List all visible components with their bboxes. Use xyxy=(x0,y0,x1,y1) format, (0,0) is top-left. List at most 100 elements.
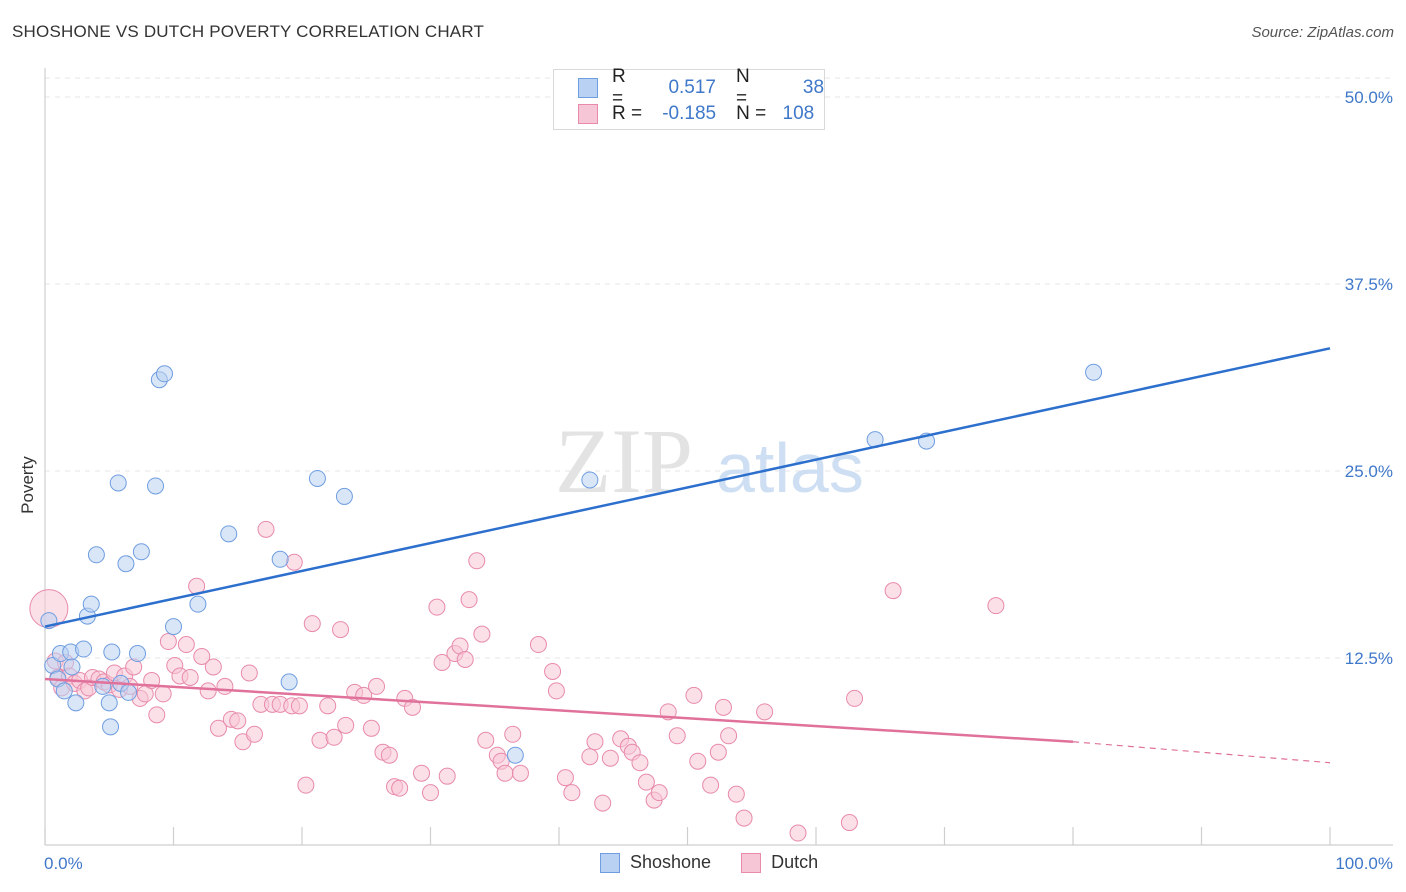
dutch-point xyxy=(290,697,308,715)
x-tick-label-min: 0.0% xyxy=(44,854,83,873)
dutch-legend-swatch xyxy=(741,852,762,873)
dutch-point xyxy=(177,636,195,654)
dutch-point xyxy=(303,615,321,633)
n-value: 38 xyxy=(802,77,825,98)
dutch-point xyxy=(594,794,612,812)
shoshone-point xyxy=(63,658,81,676)
dutch-point xyxy=(311,731,329,749)
dutch-point xyxy=(840,814,858,832)
shoshone-point xyxy=(1085,363,1103,381)
dutch-point xyxy=(789,824,807,842)
dutch-point xyxy=(199,682,217,700)
shoshone-point xyxy=(189,595,207,613)
shoshone-point xyxy=(82,595,100,613)
dutch-point xyxy=(504,725,522,743)
n-label: N = xyxy=(735,66,750,109)
dutch-point xyxy=(884,582,902,600)
source-label: Source: ZipAtlas.com xyxy=(1251,24,1394,41)
dutch-point xyxy=(413,764,431,782)
dutch-point xyxy=(668,727,686,745)
chart-title: SHOSHONE VS DUTCH POVERTY CORRELATION CH… xyxy=(12,22,485,41)
dutch-point xyxy=(473,625,491,643)
watermark: ZIP atlas xyxy=(555,410,864,512)
dutch-point xyxy=(193,648,211,666)
y-tick-label: 25.0% xyxy=(1345,462,1393,481)
dutch-point xyxy=(297,776,315,794)
stats-row-dutch: R = -0.185 N = 108 xyxy=(578,102,814,126)
dutch-point xyxy=(391,779,409,797)
dutch-point xyxy=(987,597,1005,615)
shoshone-trend-line xyxy=(44,347,1331,628)
dutch-points xyxy=(29,520,1005,842)
n-label: N = xyxy=(736,103,767,124)
shoshone-legend-swatch xyxy=(600,852,620,873)
shoshone-swatch xyxy=(578,78,598,98)
dutch-point xyxy=(702,776,720,794)
r-label: R = xyxy=(612,103,643,124)
dutch-point xyxy=(468,552,486,570)
dutch-point xyxy=(496,764,514,782)
dutch-point xyxy=(460,591,478,609)
legend-label-dutch: Dutch xyxy=(771,852,819,872)
dutch-point xyxy=(438,767,456,785)
shoshone-point xyxy=(271,550,289,568)
x-tick-label-max: 100.0% xyxy=(1335,854,1393,873)
y-tick-label: 50.0% xyxy=(1345,88,1393,107)
stats-row-shoshone: R = 0.517 N = 38 xyxy=(578,66,825,109)
dutch-point xyxy=(650,784,668,802)
dutch-point xyxy=(544,662,562,680)
y-tick-label: 12.5% xyxy=(1345,649,1393,668)
dutch-point xyxy=(362,719,380,737)
shoshone-point xyxy=(55,682,73,700)
dutch-trend-extension xyxy=(1072,741,1331,764)
trend-lines xyxy=(44,347,1331,764)
dutch-point xyxy=(581,748,599,766)
r-value: 0.517 xyxy=(668,77,716,98)
dutch-point xyxy=(209,719,227,737)
shoshone-point xyxy=(280,673,298,691)
shoshone-point xyxy=(506,746,524,764)
dutch-point xyxy=(368,677,386,695)
dutch-point xyxy=(181,668,199,686)
dutch-point xyxy=(240,664,258,682)
dutch-point xyxy=(154,685,172,703)
legend-label-shoshone: Shoshone xyxy=(630,852,712,872)
dutch-point xyxy=(586,733,604,751)
r-label: R = xyxy=(611,66,626,109)
y-tick-label: 37.5% xyxy=(1345,275,1393,294)
shoshone-point xyxy=(220,525,238,543)
dutch-point xyxy=(846,689,864,707)
bottom-legend: Shoshone Dutch xyxy=(600,852,818,873)
dutch-point xyxy=(685,686,703,704)
n-value: 108 xyxy=(782,103,815,124)
legend-item-shoshone[interactable]: Shoshone xyxy=(600,852,711,873)
shoshone-point xyxy=(75,640,93,658)
stats-legend: R = 0.517 N = 38 R = -0.185 N = 108 xyxy=(553,66,825,130)
dutch-point xyxy=(422,784,439,802)
dutch-point xyxy=(511,764,529,782)
watermark-zip: ZIP xyxy=(555,410,693,512)
dutch-point xyxy=(556,769,574,787)
dutch-point xyxy=(547,682,565,700)
r-value: -0.185 xyxy=(662,103,717,124)
dutch-point xyxy=(380,746,398,764)
dutch-point xyxy=(735,809,753,827)
shoshone-point xyxy=(335,487,353,505)
watermark-atlas: atlas xyxy=(716,429,864,507)
dutch-point xyxy=(332,621,350,639)
tick-labels: 12.5% 25.0% 37.5% 50.0% 0.0% 100.0% xyxy=(44,88,1393,873)
dutch-point xyxy=(477,731,495,749)
dutch-point xyxy=(601,749,619,767)
dutch-swatch xyxy=(578,104,598,124)
shoshone-point xyxy=(94,677,112,695)
dutch-point xyxy=(337,716,355,734)
dutch-point xyxy=(285,553,303,571)
shoshone-point xyxy=(120,683,138,701)
dutch-point xyxy=(689,752,707,770)
dutch-point xyxy=(319,697,337,715)
dutch-point xyxy=(216,677,234,695)
shoshone-point xyxy=(67,694,85,712)
shoshone-point xyxy=(129,645,147,663)
legend-item-dutch[interactable]: Dutch xyxy=(741,852,818,873)
dutch-point xyxy=(325,728,343,746)
